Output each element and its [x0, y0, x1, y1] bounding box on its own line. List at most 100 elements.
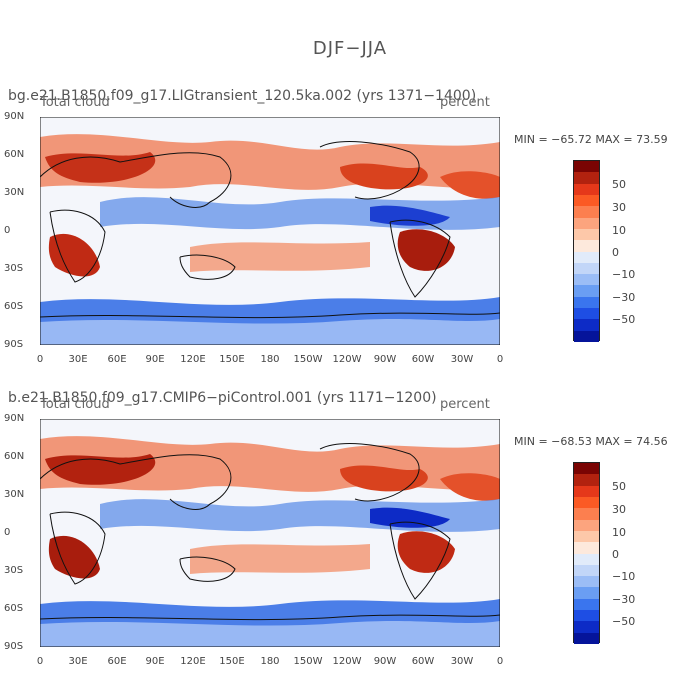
panel1-colorbar-label: −10 — [612, 268, 636, 281]
panel2-units: percent — [440, 397, 490, 412]
colorbar-swatch — [574, 564, 599, 577]
colorbar-swatch — [574, 308, 599, 320]
panel2-lon-tick: 180 — [260, 656, 280, 667]
colorbar-swatch — [574, 621, 599, 633]
warm-core-eurasia — [45, 152, 156, 183]
figure-title: DJF−JJA — [312, 38, 388, 59]
panel2-lon-tick: 30W — [450, 656, 474, 667]
colorbar-swatch — [574, 542, 599, 554]
warm-band-south-pacific — [190, 242, 370, 272]
panel2-variable: Total cloud — [40, 397, 110, 412]
panel1-min-max: MIN = −65.72 MAX = 73.59 — [514, 133, 668, 146]
panel1-lat-tick: 90S — [4, 339, 24, 350]
panel1-colorbar-label: 10 — [612, 224, 626, 237]
colorbar-swatch — [574, 262, 599, 275]
panel2-lon-tick: 120E — [180, 656, 206, 667]
panel1-lon-tick: 120E — [180, 354, 206, 365]
panel2-lon-tick: 150E — [219, 656, 245, 667]
colorbar-swatch — [574, 632, 599, 644]
colorbar-swatch — [574, 496, 599, 509]
panel2-lon-tick: 120W — [332, 656, 362, 667]
colorbar-swatch — [574, 330, 599, 342]
panel1-run-title: bg.e21.B1850.f09_g17.LIGtransient_120.5k… — [8, 88, 477, 104]
warm-core-eurasia — [45, 454, 156, 485]
panel2-colorbar-label: −50 — [612, 615, 636, 628]
panel1-lon-tick: 60W — [411, 354, 435, 365]
colorbar-swatch — [574, 217, 599, 229]
colorbar-swatch — [574, 530, 599, 543]
colorbar-swatch — [574, 576, 599, 588]
panel1-lon-tick: 90E — [145, 354, 165, 365]
colorbar-swatch — [574, 474, 599, 486]
warm-core-pacific — [340, 163, 428, 190]
panel1-colorbar-label: 0 — [612, 246, 619, 259]
panel2-lon-tick: 30E — [68, 656, 88, 667]
panel2-lon-tick: 150W — [293, 656, 323, 667]
panel1-lon-tick: 60E — [107, 354, 127, 365]
panel1-lon-tick: 180 — [260, 354, 280, 365]
colorbar-swatch — [574, 161, 599, 173]
panel2-lat-tick: 60S — [4, 603, 24, 614]
cool-core-subtropics — [370, 507, 450, 528]
colorbar-swatch — [574, 183, 599, 195]
panel2-lat-tick: 0 — [4, 527, 11, 538]
panel2-map — [39, 418, 501, 648]
colorbar-swatch — [574, 587, 599, 599]
panel1-lon-tick: 30W — [450, 354, 474, 365]
colorbar-swatch — [574, 251, 599, 263]
colorbar-swatch — [574, 274, 599, 286]
panel1-colorbar-label: −30 — [612, 291, 636, 304]
panel1-lat-tick: 60N — [4, 149, 25, 160]
panel2-lon-tick: 0 — [496, 656, 504, 667]
panel2-map-svg — [39, 418, 501, 648]
panel1-colorbar-label: 50 — [612, 178, 626, 191]
panel2-lat-tick: 90N — [4, 413, 25, 424]
panel2-lat-tick: 30S — [4, 565, 24, 576]
panel2-colorbar-swatches — [573, 462, 600, 644]
panel1-lon-tick: 150E — [219, 354, 245, 365]
panel1-lon-tick: 30E — [68, 354, 88, 365]
colorbar-swatch — [574, 319, 599, 331]
cool-band-antarctica — [40, 621, 500, 647]
panel2-colorbar-label: 0 — [612, 548, 619, 561]
panel2-lon-tick: 60W — [411, 656, 435, 667]
colorbar-swatch — [574, 240, 599, 252]
panel2-run-title: b.e21.B1850.f09_g17.CMIP6−piControl.001 … — [8, 390, 437, 406]
colorbar-swatch — [574, 553, 599, 565]
panel1-lon-tick: 0 — [36, 354, 44, 365]
colorbar-swatch — [574, 206, 599, 218]
panel2-lon-tick: 60E — [107, 656, 127, 667]
panel1-variable: Total cloud — [40, 95, 110, 110]
colorbar-swatch — [574, 508, 599, 520]
panel2-min-max: MIN = −68.53 MAX = 74.56 — [514, 435, 668, 448]
warm-core-atlantic — [440, 171, 500, 199]
warm-core-africa — [48, 233, 100, 277]
panel1-colorbar-label: −50 — [612, 313, 636, 326]
panel1-lat-tick: 90N — [4, 111, 25, 122]
colorbar-swatch — [574, 519, 599, 531]
panel2-colorbar-label: 10 — [612, 526, 626, 539]
panel1-lat-tick: 60S — [4, 301, 24, 312]
panel2-lat-tick: 90S — [4, 641, 24, 652]
panel1-colorbar-swatches — [573, 160, 600, 342]
panel2-colorbar-label: −30 — [612, 593, 636, 606]
panel1-lon-tick: 120W — [332, 354, 362, 365]
colorbar-swatch — [574, 610, 599, 622]
colorbar-swatch — [574, 194, 599, 207]
coastlines — [39, 443, 501, 621]
panel2-lon-tick: 0 — [36, 656, 44, 667]
panel1-lon-tick: 90W — [373, 354, 397, 365]
panel2-lon-tick: 90E — [145, 656, 165, 667]
warm-band-south-pacific — [190, 544, 370, 574]
cool-core-subtropics — [370, 205, 450, 226]
panel1-lat-tick: 0 — [4, 225, 11, 236]
coastlines — [39, 141, 501, 319]
panel2-lat-tick: 30N — [4, 489, 25, 500]
panel1-units: percent — [440, 95, 490, 110]
panel1-colorbar-label: 30 — [612, 201, 626, 214]
colorbar-swatch — [574, 228, 599, 241]
panel2-colorbar-label: 30 — [612, 503, 626, 516]
colorbar-swatch — [574, 463, 599, 475]
colorbar-swatch — [574, 485, 599, 497]
colorbar-swatch — [574, 172, 599, 184]
